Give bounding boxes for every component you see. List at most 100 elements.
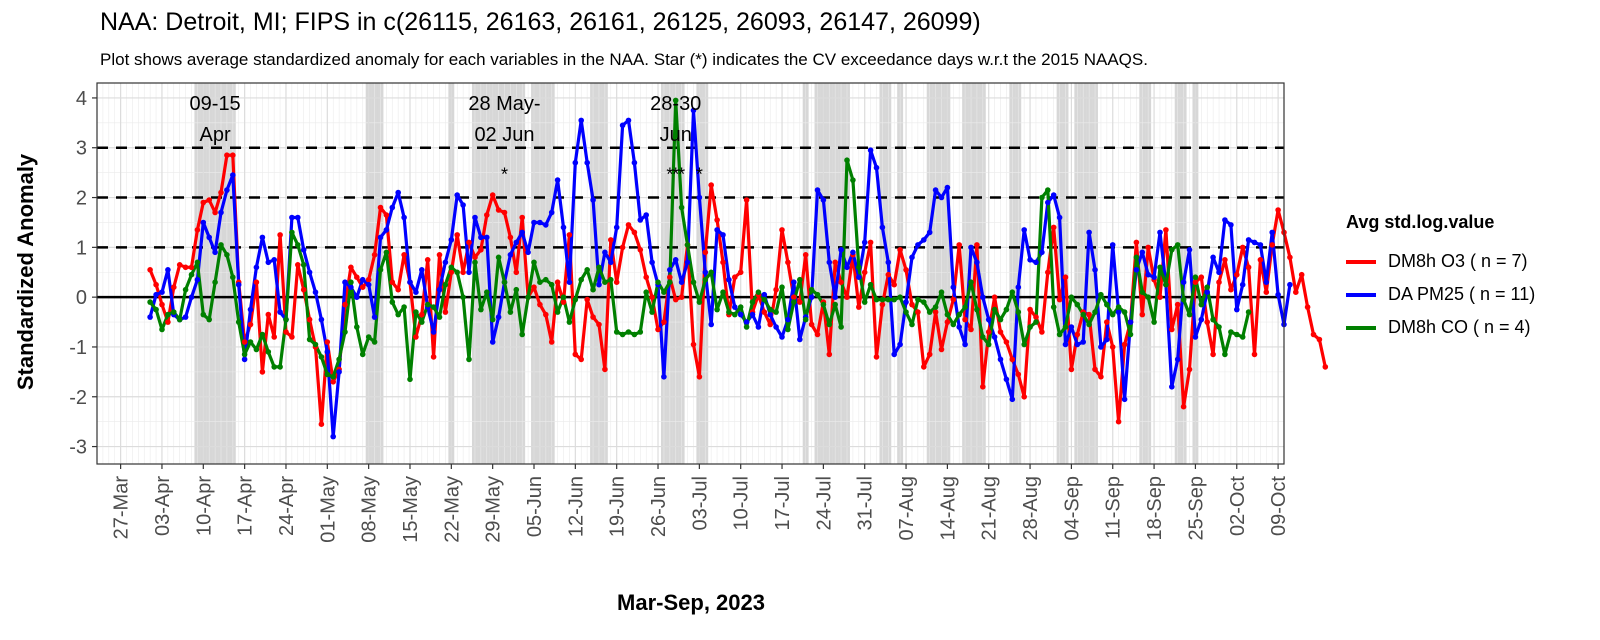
data-point [944, 319, 951, 325]
data-point [1039, 329, 1045, 335]
data-point [1127, 319, 1134, 325]
x-tick-label: 11-Sep [1103, 476, 1125, 539]
data-point [348, 284, 354, 291]
data-point [147, 267, 153, 273]
data-point [241, 356, 248, 363]
data-point [182, 286, 189, 293]
data-point [306, 316, 313, 323]
data-point [915, 309, 921, 315]
data-point [147, 299, 153, 305]
data-point [1098, 344, 1104, 350]
data-point [938, 194, 945, 201]
data-point [235, 281, 242, 288]
data-point [389, 299, 396, 305]
data-point [962, 341, 968, 348]
x-axis-label: Mar-Sep, 2023 [617, 590, 765, 615]
data-point [1192, 334, 1199, 340]
data-point [962, 316, 968, 323]
data-point [572, 351, 579, 358]
data-point [300, 286, 307, 293]
data-point [714, 306, 720, 313]
data-point [802, 316, 809, 323]
data-point [903, 299, 909, 305]
data-point [619, 244, 626, 251]
x-tick-label: 21-Aug [979, 476, 1001, 541]
data-point [720, 289, 726, 296]
data-point [1027, 257, 1033, 263]
data-point [1151, 274, 1157, 281]
x-tick-label: 24-Apr [276, 476, 298, 536]
data-point [419, 311, 425, 318]
data-point [1139, 249, 1146, 256]
data-point [974, 306, 980, 313]
data-point [1169, 247, 1175, 253]
data-point [714, 227, 720, 233]
data-point [265, 259, 272, 266]
data-point [1322, 364, 1329, 370]
data-point [649, 294, 655, 301]
data-point [1062, 341, 1069, 348]
data-point [259, 331, 266, 338]
data-point [985, 341, 992, 348]
data-point [1115, 304, 1122, 310]
data-point [247, 306, 254, 313]
data-point [1086, 321, 1092, 328]
y-tick-label: 1 [76, 237, 87, 259]
exceedance-star: * [501, 165, 508, 185]
data-point [395, 311, 402, 318]
data-point [460, 202, 466, 208]
data-point [820, 197, 827, 203]
data-point [1174, 356, 1181, 363]
data-point [531, 219, 537, 226]
data-point [1033, 259, 1039, 266]
data-point [980, 294, 986, 301]
data-point [1021, 341, 1027, 348]
data-point [1133, 267, 1140, 273]
data-point [365, 334, 372, 340]
data-point [643, 289, 649, 296]
data-point [424, 301, 431, 308]
data-point [897, 341, 903, 348]
data-point [743, 319, 750, 325]
plot-border [96, 82, 1285, 465]
data-point [856, 264, 862, 271]
data-point [1092, 366, 1098, 373]
data-point [1251, 239, 1258, 246]
y-tick-label: 0 [76, 287, 87, 309]
data-point [295, 214, 301, 221]
data-point [1139, 289, 1146, 296]
data-point [590, 286, 596, 293]
data-point [1228, 286, 1234, 293]
data-point [436, 252, 443, 258]
data-point [489, 316, 496, 323]
data-point [714, 217, 720, 223]
data-point [1115, 418, 1122, 425]
data-point [1080, 311, 1086, 318]
data-point [909, 321, 915, 328]
data-point [991, 294, 998, 301]
data-point [1021, 227, 1027, 233]
data-point [472, 254, 478, 261]
data-point [466, 239, 472, 246]
data-point [1269, 229, 1275, 236]
data-point [289, 214, 295, 221]
data-point [466, 269, 472, 276]
data-point [159, 326, 165, 333]
data-point [560, 294, 567, 301]
data-point [826, 351, 833, 358]
data-point [619, 122, 626, 129]
data-point [791, 294, 797, 301]
x-tick-label: 10-Jul [731, 476, 753, 530]
data-point [867, 239, 874, 246]
data-point [1228, 329, 1234, 335]
data-point [596, 281, 602, 288]
data-point [1216, 324, 1222, 330]
data-point [554, 177, 561, 183]
data-point [531, 259, 537, 266]
y-tick-label: 3 [76, 138, 87, 160]
data-point [1180, 279, 1187, 286]
x-tick-label: 07-Aug [896, 476, 918, 541]
data-point [584, 159, 590, 166]
data-point [797, 299, 803, 305]
data-point [1139, 311, 1146, 318]
